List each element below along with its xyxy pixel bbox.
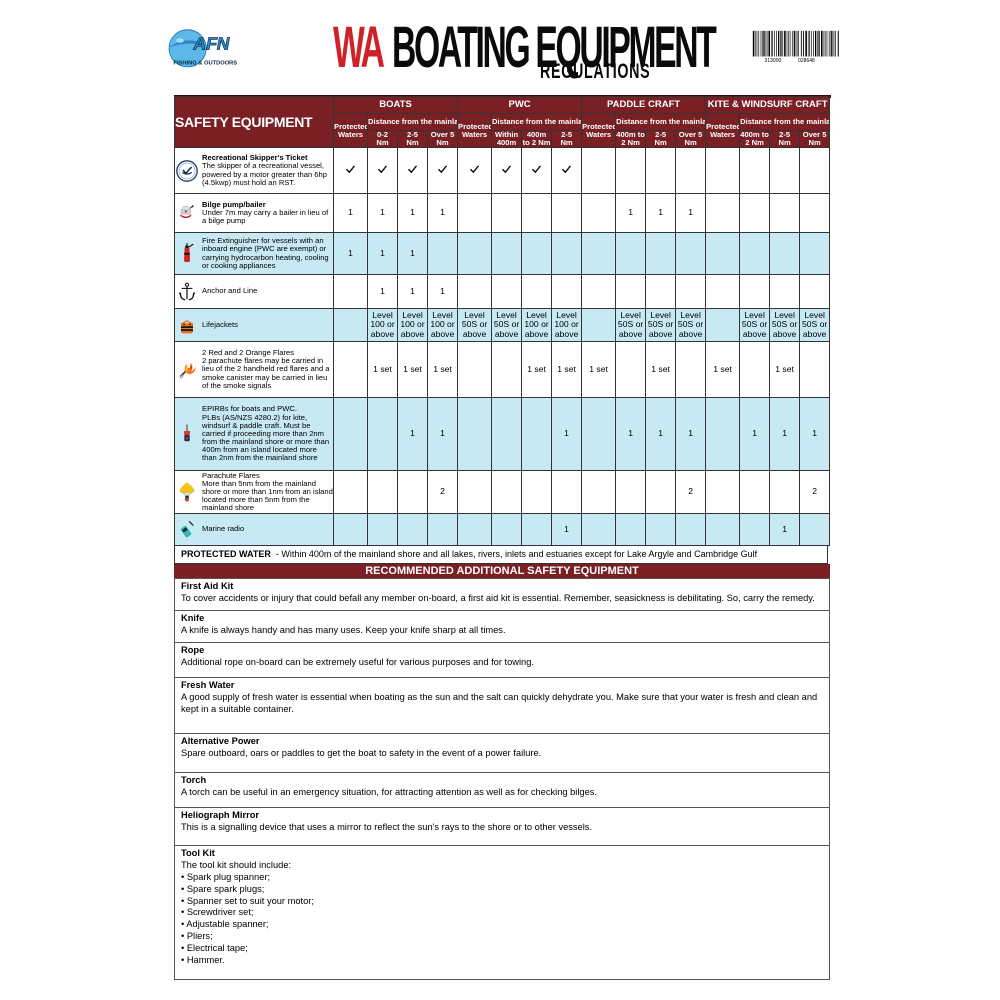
svg-text:FISHING & OUTDOORS: FISHING & OUTDOORS [173, 61, 237, 67]
svg-text:AFN: AFN [192, 33, 231, 53]
svg-text:028648: 028648 [798, 58, 815, 64]
svg-text:313000: 313000 [765, 58, 782, 64]
